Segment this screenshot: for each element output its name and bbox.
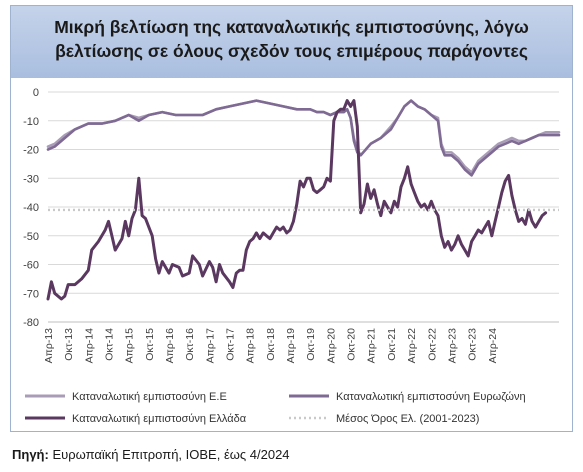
x-tick-label: Οκτ-19	[305, 328, 317, 361]
x-tick-label: Απρ-13	[43, 328, 55, 364]
x-tick-label: Απρ-21	[366, 328, 378, 364]
legend-label: Καταναλωτική εμπιστοσύνη Ευρωζώνη	[336, 391, 526, 403]
series-line-ez	[46, 99, 561, 177]
x-tick-label: Οκτ-22	[426, 328, 438, 361]
x-tick-label: Απρ-15	[124, 328, 136, 364]
legend-label: Καταναλωτική εμπιστοσύνη Ε.Ε	[72, 391, 227, 403]
x-tick-label: Οκτ-18	[265, 328, 277, 361]
y-tick-label: -80	[23, 317, 39, 329]
x-tick-label: Απρ-23	[446, 328, 458, 364]
chart-title: Μικρή βελτίωση της καταναλωτικής εμπιστο…	[54, 17, 529, 61]
x-tick-label: Απρ-17	[204, 328, 216, 364]
y-tick-label: -20	[23, 145, 39, 157]
x-tick-label: Οκτ-21	[386, 328, 398, 361]
x-tick-label: Απρ-16	[164, 328, 176, 364]
source-label: Πηγή:	[12, 447, 49, 462]
x-tick-label: Απρ-18	[245, 328, 257, 364]
y-tick-label: 0	[33, 87, 39, 99]
legend-label: Μέσος Όρος Ελ. (2001-2023)	[336, 413, 479, 425]
y-tick-label: -60	[23, 260, 39, 272]
x-tick-label: Απρ-14	[83, 328, 95, 364]
source-line: Πηγή: Ευρωπαϊκή Επιτροπή, ΙΟΒΕ, έως 4/20…	[12, 447, 290, 462]
x-tick-label: Οκτ-15	[144, 328, 156, 361]
y-tick-label: -40	[23, 202, 39, 214]
chart-svg: 0 -10 -20 -30 -40 -50 -60 -70 -80 Απρ-13 Οκτ-13 Απρ…	[23, 87, 561, 425]
x-tick-label: Οκτ-17	[225, 328, 237, 361]
series-line-gr	[46, 99, 548, 301]
y-tick-label: -50	[23, 231, 39, 243]
x-tick-label: Οκτ-16	[184, 328, 196, 361]
x-tick-label: Οκτ-23	[467, 328, 479, 361]
legend-label: Καταναλωτική εμπιστοσύνη Ελλάδα	[72, 413, 247, 425]
x-tick-label: Οκτ-14	[104, 328, 116, 361]
x-tick-label: Οκτ-13	[63, 328, 75, 361]
y-tick-label: -70	[23, 288, 39, 300]
y-tick-label: -30	[23, 173, 39, 185]
title-band: Μικρή βελτίωση της καταναλωτικής εμπιστο…	[11, 6, 572, 78]
x-tick-label: Απρ-22	[406, 328, 418, 364]
x-tick-label: Απρ-24	[487, 328, 499, 364]
x-tick-label: Οκτ-20	[346, 328, 358, 361]
y-tick-label: -10	[23, 116, 39, 128]
chart-card: Μικρή βελτίωση της καταναλωτικής εμπιστο…	[10, 5, 573, 432]
x-tick-label: Απρ-19	[285, 328, 297, 364]
x-tick-label: Απρ-20	[325, 328, 337, 364]
source-text: Ευρωπαϊκή Επιτροπή, ΙΟΒΕ, έως 4/2024	[48, 447, 290, 462]
